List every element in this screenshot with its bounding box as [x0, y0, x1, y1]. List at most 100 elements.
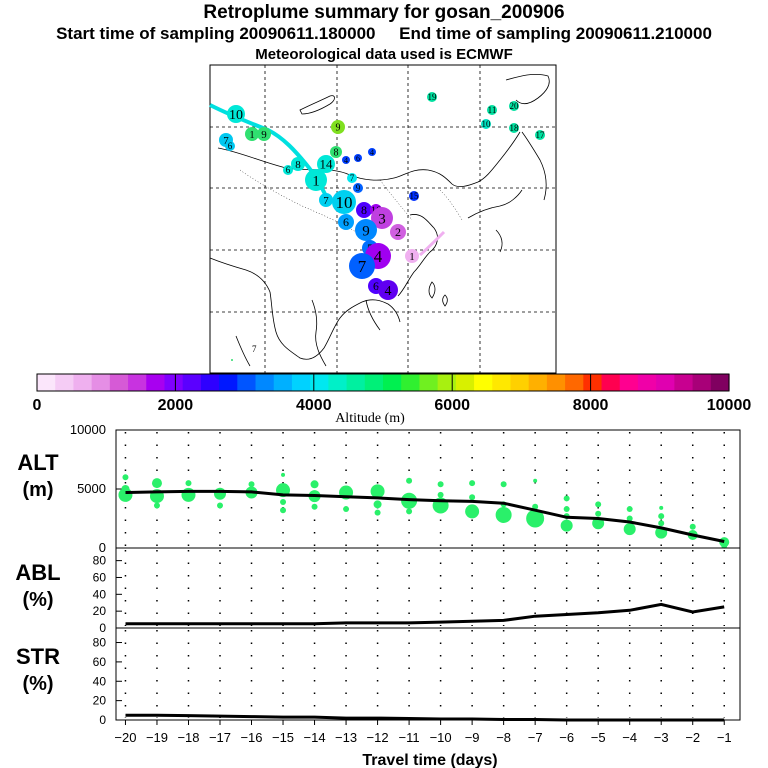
scatter-point — [469, 494, 476, 501]
scatter-point — [343, 506, 350, 513]
marker-label: 6 — [286, 165, 291, 175]
x-tick-label: −14 — [304, 730, 326, 745]
trajectory-marker: 6 — [283, 165, 293, 175]
scatter-point — [310, 480, 319, 489]
x-tick-label: −7 — [528, 730, 543, 745]
colorbar-swatch — [91, 374, 111, 391]
trajectory-marker: 18 — [509, 123, 519, 133]
colorbar-swatch — [546, 374, 566, 391]
borders — [239, 169, 463, 233]
colorbar-swatch — [164, 374, 184, 391]
marker-circle — [330, 146, 342, 158]
trajectory-marker: 17 — [535, 130, 545, 140]
scatter-point — [595, 510, 602, 517]
trajectory-marker: 9 — [355, 219, 377, 241]
scatter-point — [659, 505, 664, 510]
trajectory-marker: 9 — [353, 183, 363, 193]
marker-circle — [535, 130, 545, 140]
series-line-str — [125, 713, 725, 722]
trajectory-marker: 9 — [331, 120, 345, 134]
colorbar-swatch — [601, 374, 621, 391]
marker-circle — [368, 148, 376, 156]
y-tick-label: 5000 — [77, 481, 106, 496]
colorbar-swatch — [637, 374, 657, 391]
scatter-point — [560, 519, 573, 532]
x-tick-label: −19 — [146, 730, 168, 745]
marker-label: 6 — [228, 141, 233, 151]
x-tick-label: −1 — [717, 730, 732, 745]
marker-circle — [409, 191, 419, 201]
scatter-point — [280, 507, 287, 514]
trajectory-marker: 8 — [330, 146, 342, 159]
colorbar-swatch — [674, 374, 694, 391]
trajectory-marker: 7 — [319, 193, 333, 207]
colorbar-swatch — [619, 374, 639, 391]
marker-circle — [227, 105, 245, 123]
colorbar-swatch — [364, 374, 384, 391]
marker-circle — [481, 119, 491, 129]
scatter-point — [217, 502, 223, 509]
colorbar-swatch — [510, 374, 530, 391]
colorbar-swatch — [565, 374, 584, 391]
x-tick-label: −16 — [240, 730, 262, 745]
marker-label: 11 — [488, 105, 497, 115]
marker-label: 6 — [373, 279, 379, 293]
marker-circle — [305, 169, 327, 191]
marker-circle — [332, 190, 356, 214]
marker-circle — [378, 280, 398, 300]
marker-circle — [338, 214, 354, 230]
marker-label: 7 — [223, 135, 229, 147]
panel-frame — [115, 429, 741, 549]
trajectory-marker: 14 — [317, 155, 335, 173]
marker-label: 1 — [409, 251, 415, 263]
marker-circle — [347, 173, 357, 183]
marker-label: 9 — [362, 223, 370, 239]
marker-label: 7 — [350, 173, 355, 183]
colorbar-swatch — [109, 374, 129, 391]
colorbar-swatch — [492, 374, 512, 391]
marker-circle — [353, 183, 363, 193]
marker-circle — [225, 141, 235, 151]
trajectory-marker: 6 — [225, 141, 235, 151]
marker-circle — [354, 154, 362, 162]
map-graticule — [210, 65, 556, 373]
end-time-label: End time of sampling 20090611.210000 — [399, 24, 712, 43]
trajectory-marker: 2 — [390, 224, 406, 240]
scatter-point — [437, 481, 444, 488]
marker-label: 8 — [334, 148, 339, 159]
scatter-point — [595, 501, 602, 508]
marker-circle — [342, 156, 350, 164]
colorbar-swatch — [291, 374, 311, 391]
colorbar-tick-label: 10000 — [707, 397, 752, 414]
scatter-point — [469, 480, 476, 487]
marker-label: 4 — [344, 156, 348, 165]
marker-label: 20 — [510, 101, 520, 111]
trajectory-marker: 15 — [409, 191, 419, 201]
trajectory-marker: 4 — [378, 280, 398, 300]
y-tick-label: 80 — [93, 636, 107, 650]
marker-circle — [371, 207, 393, 229]
y-tick-label: 0 — [99, 621, 106, 635]
marker-circle — [245, 127, 259, 141]
scatter-point — [122, 474, 129, 481]
marker-circle — [319, 193, 333, 207]
marker-circle — [356, 202, 372, 218]
marker-circle — [291, 157, 305, 171]
x-tick-label: −18 — [177, 730, 199, 745]
x-tick-label: −9 — [465, 730, 480, 745]
scatter-point — [563, 495, 570, 502]
colorbar-swatch — [128, 374, 147, 391]
trajectory-marker: 7 — [349, 253, 375, 279]
scatter-point — [280, 498, 287, 505]
trajectory-marker: 8 — [356, 202, 372, 218]
colorbar-tick-label: 4000 — [296, 397, 332, 414]
marker-label: 7 — [358, 257, 367, 276]
colorbar-swatch — [73, 374, 93, 391]
trajectory-marker: 10 — [227, 105, 245, 123]
trajectory-marker: 6 — [354, 154, 362, 163]
marker-label: 9 — [356, 183, 361, 193]
marker-label: 10 — [336, 193, 353, 212]
trajectory-marker: 10 — [481, 119, 491, 129]
